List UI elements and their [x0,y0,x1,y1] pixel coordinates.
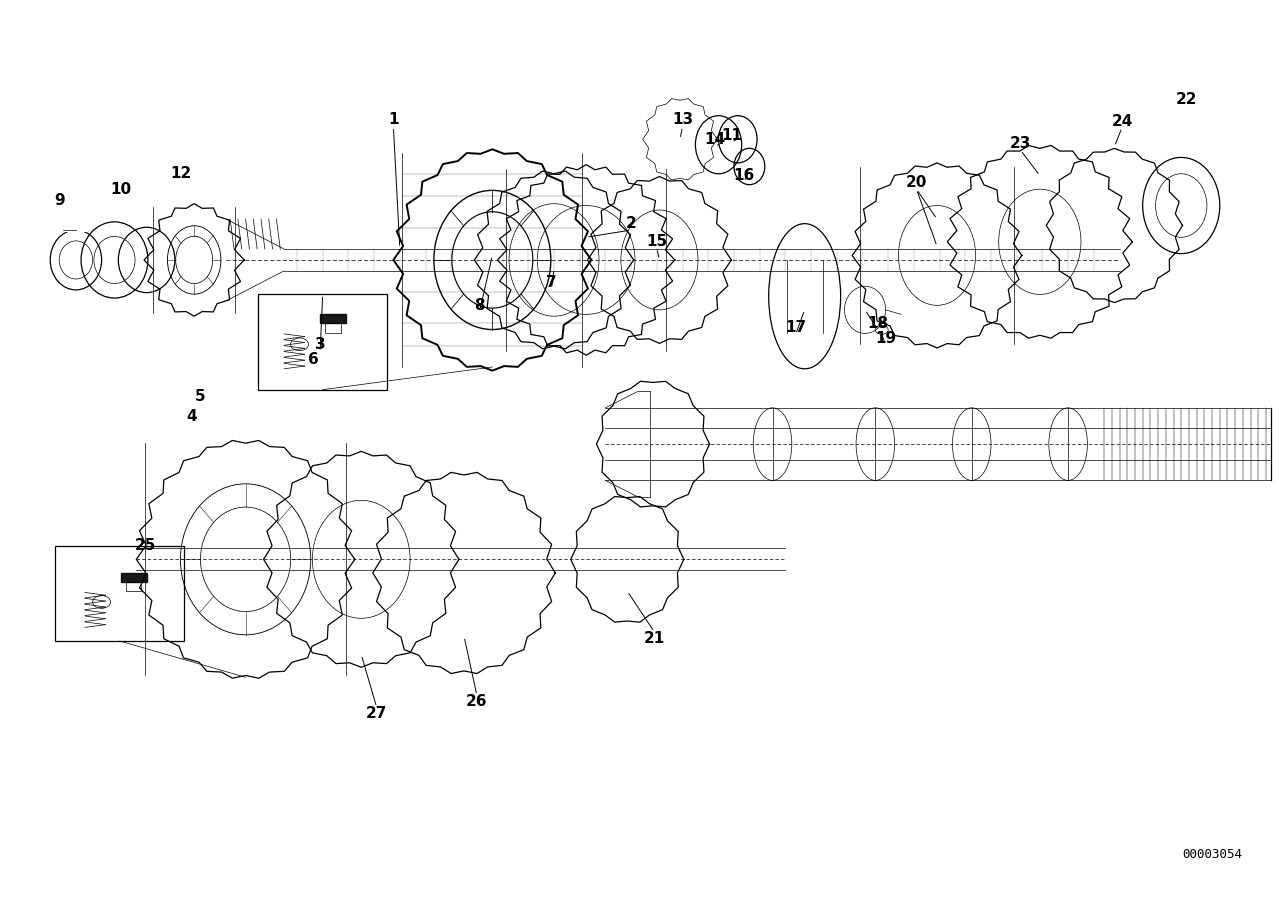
Text: 16: 16 [734,168,755,183]
Text: 5: 5 [196,389,206,403]
Bar [259,295,386,389]
Text: 6: 6 [308,352,319,368]
Bar [126,582,142,592]
Text: 19: 19 [875,331,896,347]
Text: 12: 12 [171,167,192,181]
Text: 14: 14 [705,132,725,147]
Bar [55,546,184,641]
Text: 22: 22 [1176,92,1197,106]
Bar [321,314,346,323]
Text: 3: 3 [314,337,326,352]
Text: 1: 1 [388,112,398,126]
Text: 8: 8 [474,298,484,313]
Text: 26: 26 [466,694,488,709]
Bar [121,573,147,582]
Text: 18: 18 [867,316,889,331]
Text: 11: 11 [721,128,742,143]
Text: 7: 7 [546,275,556,290]
Bar [326,323,341,332]
Text: 9: 9 [54,194,64,208]
Text: 27: 27 [366,706,388,721]
Text: 25: 25 [135,538,156,553]
Text: 2: 2 [626,217,636,231]
Text: 00003054: 00003054 [1182,848,1242,861]
Text: 21: 21 [644,631,665,646]
Text: 4: 4 [187,410,197,424]
Text: 24: 24 [1112,114,1132,128]
Text: 10: 10 [111,182,131,197]
Text: 20: 20 [905,176,927,190]
Text: 13: 13 [672,112,693,126]
Text: 17: 17 [786,320,806,336]
Text: 23: 23 [1010,136,1032,151]
Text: 15: 15 [647,234,667,249]
